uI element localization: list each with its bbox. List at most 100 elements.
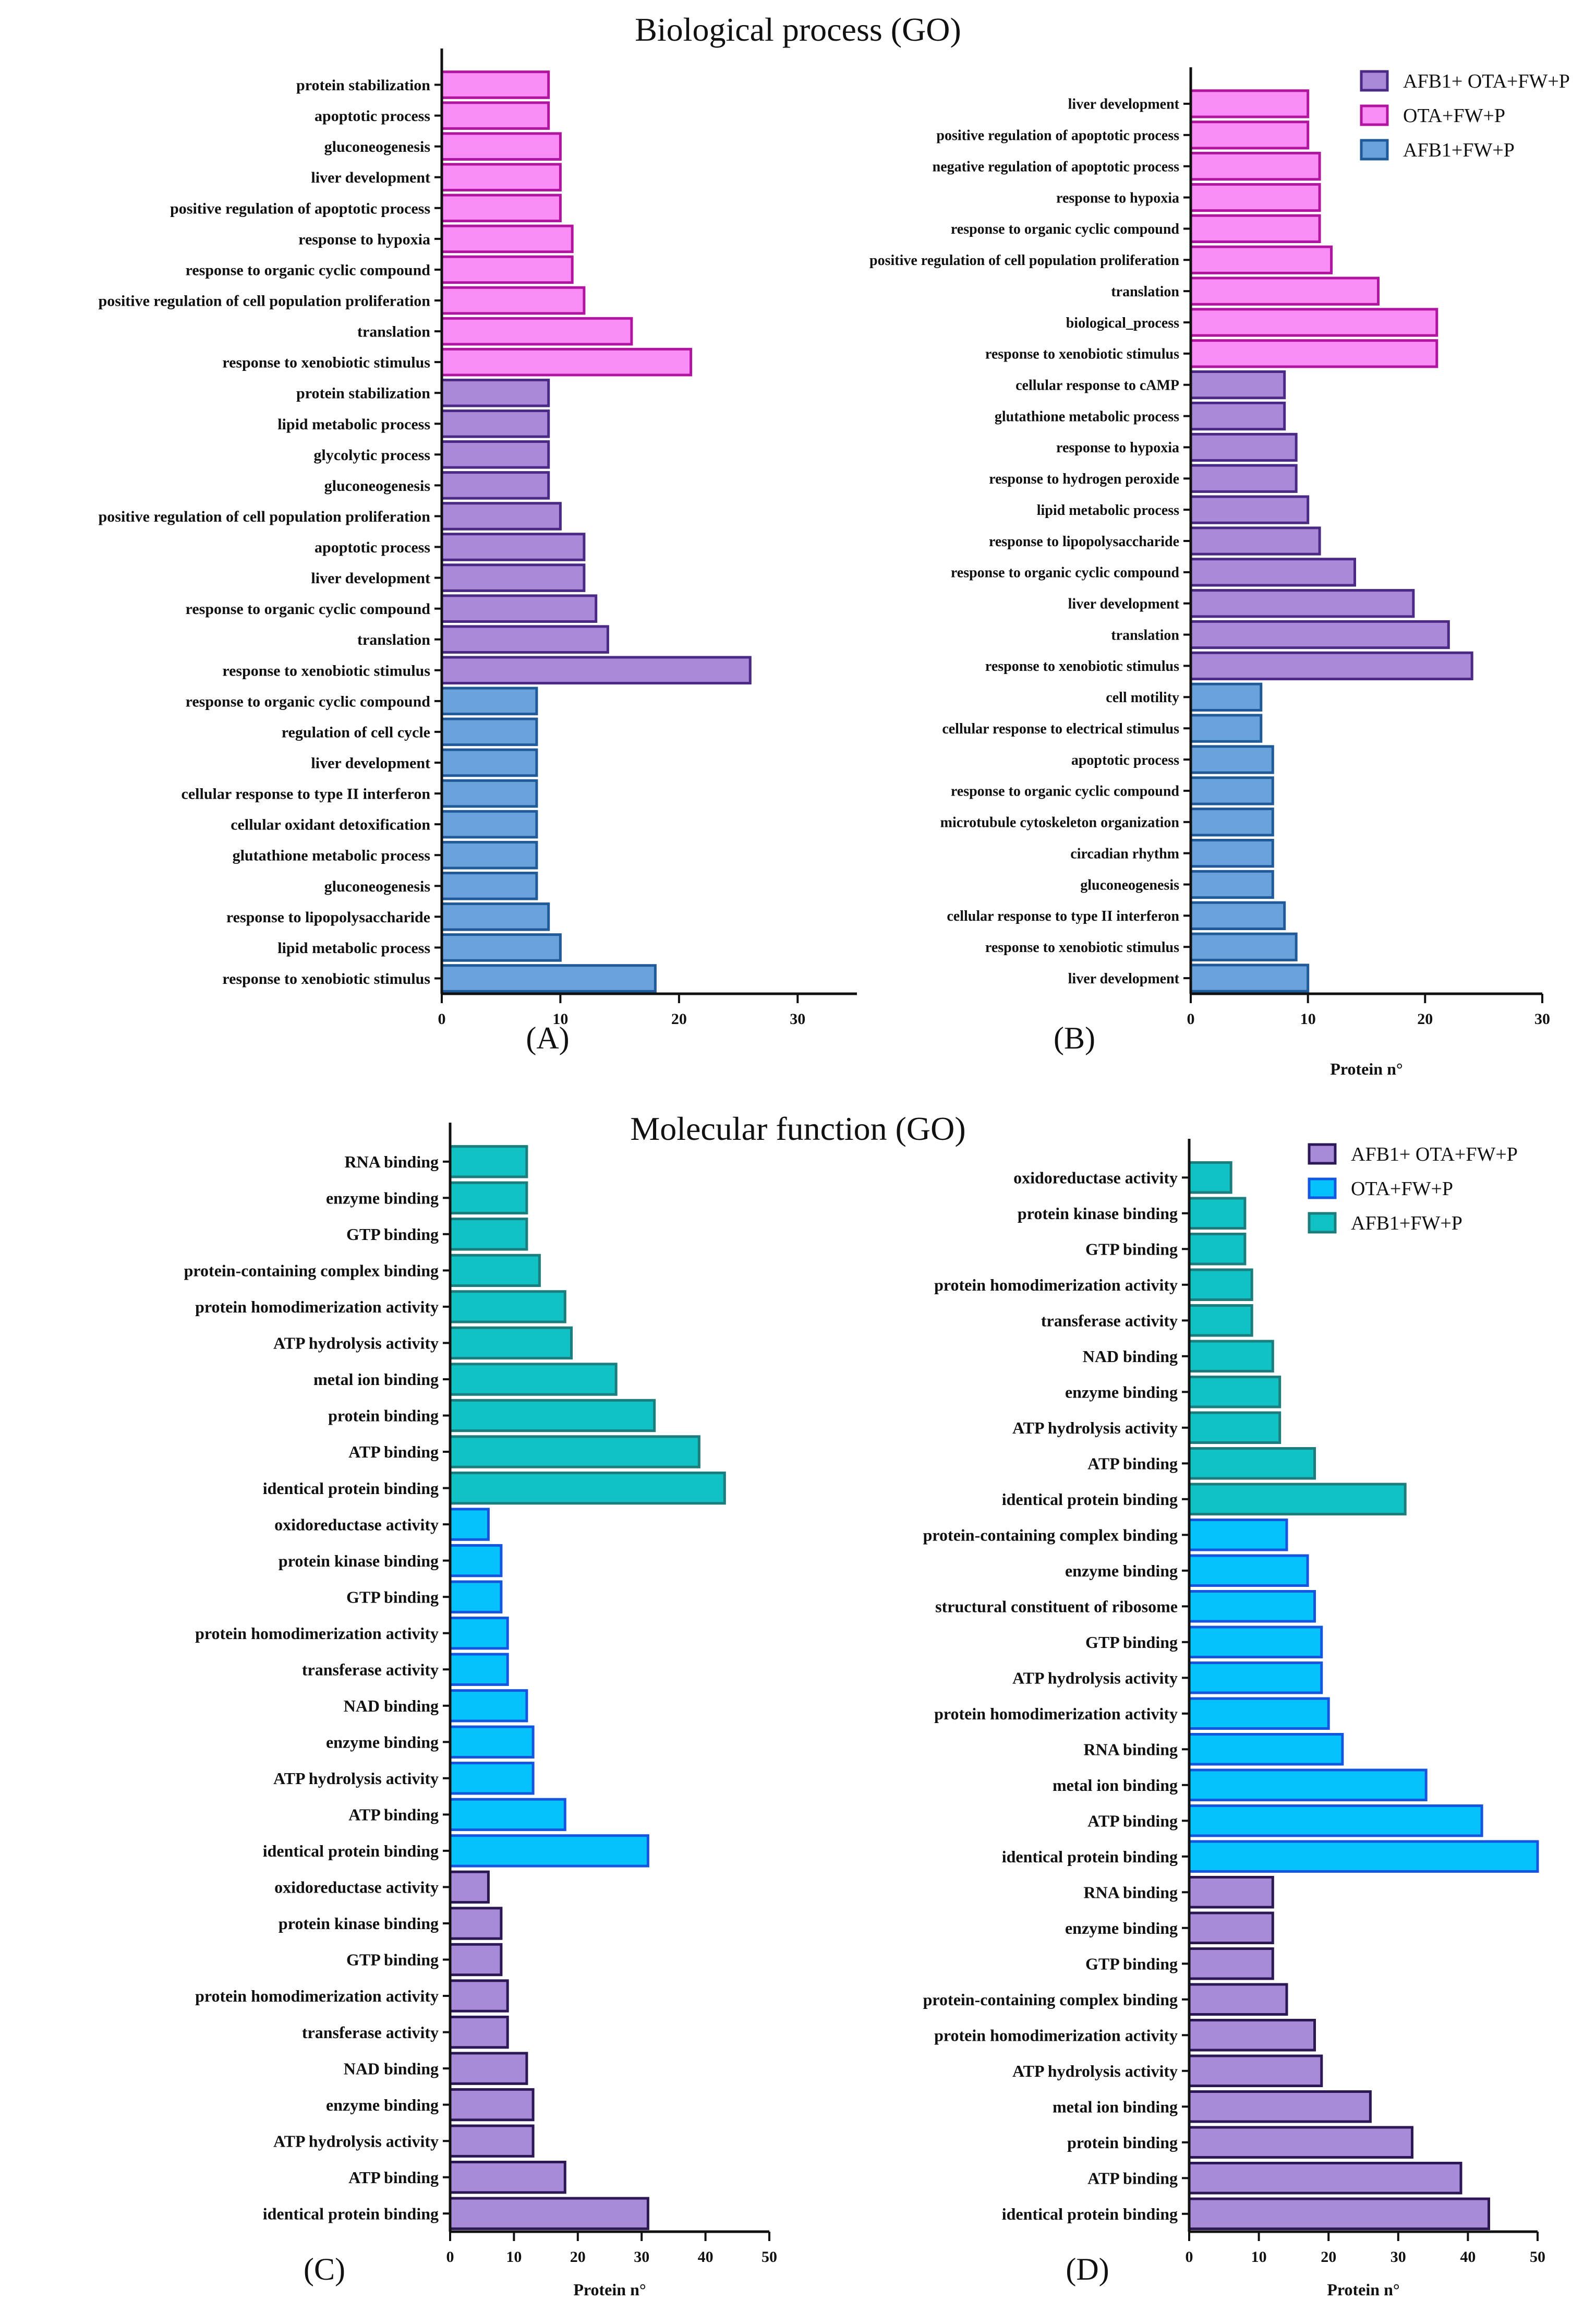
chart-a-category-label: response to xenobiotic stimulus: [222, 970, 430, 988]
chart-c-bar-atp-binding: [449, 1798, 566, 1832]
chart-d-category-label: GTP binding: [1085, 1239, 1178, 1258]
chart-c-category-label: protein homodimerization activity: [195, 1624, 439, 1643]
chart-a-bar-lipid-metabolic-process: [440, 410, 550, 438]
chart-c-bar-gtp-binding: [449, 1580, 503, 1613]
chart-c-bar-identical-protein-binding: [449, 2197, 649, 2230]
chart-c-category-label: protein binding: [328, 1406, 439, 1425]
chart-c-category-label: GTP binding: [346, 1225, 439, 1244]
chart-c-bar-atp-hydrolysis-activity: [449, 1326, 573, 1360]
chart-a-bar-response-to-xenobiotic-stimulus: [440, 656, 752, 685]
chart-b-category-label: response to organic cyclic compound: [951, 565, 1180, 581]
chart-d-legend-label: AFB1+FW+P: [1351, 1212, 1462, 1234]
chart-a-category-label: gluconeogenesis: [324, 477, 430, 495]
chart-b-bar-negative-regulation-of-apoptotic-process: [1189, 152, 1321, 181]
chart-c-bar-atp-hydrolysis-activity: [449, 2124, 535, 2158]
chart-b-bar-cellular-response-to-camp: [1189, 370, 1286, 400]
chart-b-category-label: positive regulation of cell population p…: [869, 252, 1179, 269]
chart-d-bar-nad-binding: [1188, 1340, 1274, 1372]
chart-b-category-label: circadian rhythm: [1070, 846, 1179, 862]
chart-a-category-label: positive regulation of cell population p…: [99, 508, 431, 525]
chart-c-bar-enzyme-binding: [449, 2088, 535, 2122]
chart-a-category-label: cellular response to type II interferon: [182, 786, 431, 803]
section-title-biological-process: Biological process (GO): [635, 11, 961, 48]
chart-c-x-axis-label: Protein n°: [573, 2280, 646, 2299]
chart-c-x-tick-label: 20: [570, 2248, 586, 2266]
chart-a-bar-gluconeogenesis: [440, 471, 550, 500]
chart-c-category-label: enzyme binding: [326, 1189, 439, 1208]
chart-d-bar-identical-protein-binding: [1188, 1483, 1407, 1515]
chart-d-category-label: enzyme binding: [1065, 1561, 1178, 1580]
chart-d-category-label: ATP binding: [1087, 2169, 1178, 2187]
chart-d-bar-gtp-binding: [1188, 1625, 1323, 1658]
chart-c-panel-label: (C): [304, 2252, 345, 2286]
chart-c-bar-transferase-activity: [449, 2015, 509, 2049]
chart-a-category-label: lipid metabolic process: [277, 940, 430, 957]
chart-d-legend: AFB1+ OTA+FW+P OTA+FW+P AFB1+FW+P: [1308, 1143, 1518, 1234]
chart-b-bar-microtubule-cytoskeleton-organization: [1189, 808, 1274, 837]
chart-d-x-tick-label: 30: [1391, 2248, 1406, 2266]
chart-b-category-label: translation: [1111, 627, 1179, 643]
chart-b-category-label: cell motility: [1106, 690, 1179, 706]
chart-d-category-label: ATP hydrolysis activity: [1012, 2062, 1178, 2080]
chart-a-bar-response-to-organic-cyclic-compound: [440, 687, 538, 716]
chart-b-bar-translation: [1189, 620, 1450, 649]
chart-c-bar-nad-binding: [449, 1689, 528, 1723]
chart-d-legend-swatch-afb1-fw-p: [1308, 1212, 1337, 1234]
chart-b-x-tick-label: 30: [1534, 1010, 1550, 1028]
chart-a-category-label: translation: [357, 631, 430, 648]
chart-c-category-label: identical protein binding: [263, 1479, 439, 1498]
chart-b-panel-label: (B): [1054, 1021, 1095, 1055]
chart-d-bar-oxidoreductase-activity: [1188, 1161, 1232, 1194]
chart-c-bar-protein-binding: [449, 1399, 656, 1432]
chart-c-bar-protein-containing-complex-binding: [449, 1254, 541, 1287]
chart-d-category-label: NAD binding: [1083, 1347, 1178, 1366]
chart-d-bar-atp-binding: [1188, 1447, 1316, 1480]
chart-c-category-label: identical protein binding: [263, 2204, 439, 2223]
chart-c-category-label: protein-containing complex binding: [184, 1261, 439, 1280]
chart-b-category-label: positive regulation of apoptotic process: [936, 128, 1179, 144]
chart-c-category-label: protein homodimerization activity: [195, 1986, 439, 2005]
chart-b-category-label: lipid metabolic process: [1037, 502, 1179, 519]
chart-b-x-tick-label: 0: [1187, 1010, 1195, 1028]
chart-c-category-label: transferase activity: [302, 2023, 439, 2042]
chart-b-bar-liver-development: [1189, 89, 1310, 118]
chart-c-category-label: protein kinase binding: [279, 1551, 439, 1570]
chart-d-category-label: ATP binding: [1087, 1811, 1178, 1830]
chart-a-bar-apoptotic-process: [440, 533, 586, 561]
chart-b-category-label: apoptotic process: [1071, 752, 1179, 768]
chart-b-legend-swatch-afb1-ota-fw-p: [1360, 70, 1389, 92]
chart-a-bar-positive-regulation-of-cell-population-proliferation: [440, 286, 586, 315]
chart-d-bar-atp-hydrolysis-activity: [1188, 1411, 1281, 1444]
chart-a-bar-apoptotic-process: [440, 101, 550, 130]
chart-b-bar-apoptotic-process: [1189, 745, 1274, 774]
chart-a-bar-response-to-xenobiotic-stimulus: [440, 964, 657, 993]
chart-a-category-label: positive regulation of apoptotic process: [170, 200, 430, 217]
chart-b-x-tick-label: 10: [1300, 1010, 1316, 1028]
chart-c-category-label: GTP binding: [346, 1950, 439, 1969]
chart-d-bar-metal-ion-binding: [1188, 2090, 1372, 2123]
chart-d-category-label: protein-containing complex binding: [923, 1990, 1178, 2009]
chart-a-bar-response-to-lipopolysaccharide: [440, 902, 550, 931]
chart-a-category-label: cellular oxidant detoxification: [231, 816, 430, 834]
chart-b-category-label: liver development: [1068, 971, 1180, 987]
chart-a-category-label: response to organic cyclic compound: [186, 600, 431, 618]
chart-d-bar-metal-ion-binding: [1188, 1768, 1428, 1801]
chart-c-bar-atp-binding: [449, 1435, 700, 1468]
chart-c-bar-enzyme-binding: [449, 1725, 535, 1759]
chart-c-category-label: ATP hydrolysis activity: [273, 1334, 439, 1353]
chart-a-bar-liver-development: [440, 563, 586, 592]
chart-a-category-label: apoptotic process: [315, 107, 430, 125]
chart-d-category-label: enzyme binding: [1065, 1382, 1178, 1401]
chart-c-category-label: ATP hydrolysis activity: [273, 2132, 439, 2150]
chart-d-category-label: protein-containing complex binding: [923, 1525, 1178, 1544]
chart-d-bar-protein-containing-complex-binding: [1188, 1983, 1288, 2016]
chart-c-bar-protein-homodimerization-activity: [449, 1979, 509, 2013]
chart-b-bar-positive-regulation-of-cell-population-proliferation: [1189, 245, 1333, 274]
chart-b-category-label: response to xenobiotic stimulus: [985, 658, 1179, 675]
chart-a-category-label: response to organic cyclic compound: [186, 693, 431, 710]
chart-b-category-label: response to hypoxia: [1056, 190, 1179, 206]
chart-c-bar-gtp-binding: [449, 1218, 528, 1251]
chart-d-legend-swatch-afb1-ota-fw-p: [1308, 1143, 1337, 1165]
chart-d-bar-atp-hydrolysis-activity: [1188, 2054, 1323, 2087]
chart-c-category-label: oxidoreductase activity: [274, 1515, 439, 1534]
